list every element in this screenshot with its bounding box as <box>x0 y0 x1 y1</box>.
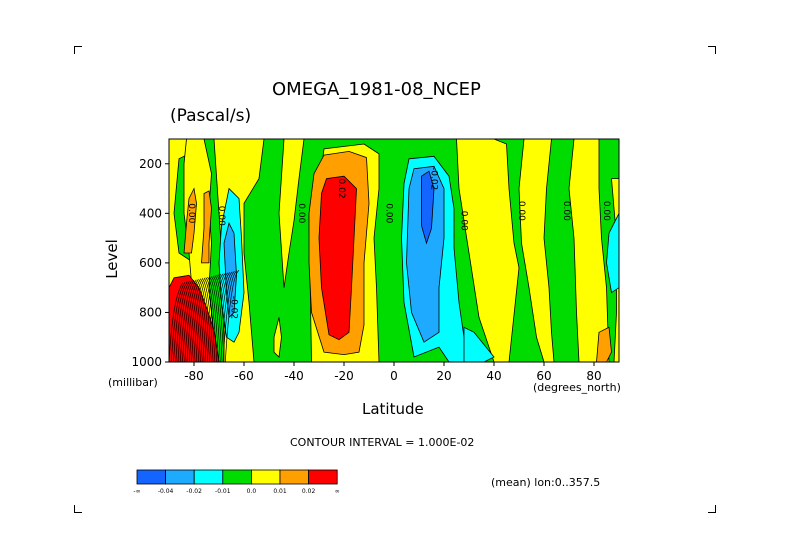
x-tick-label: 0 <box>390 369 398 383</box>
x-tick-label: -20 <box>334 369 354 383</box>
colorbar-label: ∞ <box>335 488 340 495</box>
dense-contour-line <box>209 273 224 362</box>
x-tick-label: 20 <box>436 369 451 383</box>
contour-label: 0.00 <box>601 201 611 221</box>
contour-label: 0.00 <box>384 203 394 223</box>
colorbar-swatch <box>308 469 338 485</box>
colorbar-label: -0.01 <box>215 488 231 495</box>
contour-label: 0.00 <box>216 206 226 226</box>
dense-contour-line <box>184 279 199 362</box>
dense-contour-line <box>191 277 206 362</box>
y-tick-label: 200 <box>139 157 162 171</box>
dense-contour-line <box>179 280 195 362</box>
dense-contour-line <box>200 275 215 362</box>
region-blue-tropics <box>421 170 435 245</box>
field-layer <box>169 139 619 362</box>
x-axis-units: (degrees_north) <box>533 381 621 394</box>
dense-contour-line <box>211 273 226 362</box>
colorbar-label: 0.02 <box>302 488 316 495</box>
x-tick-label: 80 <box>586 369 601 383</box>
contour-label: -0.02 <box>229 296 239 319</box>
region-orange-south-polar-1 <box>183 187 197 254</box>
region-red-south-subtropics <box>318 175 357 341</box>
colorbar-label: -0.02 <box>186 488 202 495</box>
longitude-mean-note: (mean) lon:0..357.5 <box>491 476 601 489</box>
region-cyan-north-30 <box>463 326 495 362</box>
colorbar-swatch <box>222 469 252 485</box>
colorbar-label: 0.0 <box>247 488 257 495</box>
y-tick-label: 400 <box>139 206 162 220</box>
dense-contour-line <box>222 270 238 362</box>
crop-mark-bottom-left <box>74 505 82 513</box>
dense-contour-line <box>215 272 231 362</box>
dense-contour-line <box>224 270 240 362</box>
x-tick-label: -60 <box>234 369 254 383</box>
region-lightblue-tropics <box>406 165 445 343</box>
dense-contour-line <box>195 276 211 362</box>
dense-contour-line <box>186 278 202 362</box>
colorbar-swatch <box>165 469 195 485</box>
colorbar-swatch <box>250 469 281 485</box>
region-orange-south-polar-2 <box>201 190 212 264</box>
region-cyan-north-pole <box>606 213 619 294</box>
y-tick-label: 1000 <box>131 355 162 369</box>
dense-contour-line <box>193 277 208 362</box>
crop-mark-bottom-right <box>708 505 716 513</box>
dense-contour-line <box>218 271 233 362</box>
region-yellow-north-50 <box>518 139 555 362</box>
chart-subtitle: (Pascal/s) <box>170 106 252 126</box>
y-tick-label: 800 <box>139 305 162 319</box>
contour-interval-note: CONTOUR INTERVAL = 1.000E-02 <box>290 436 475 449</box>
crop-mark-top-left <box>74 46 82 54</box>
y-axis-units: (millibar) <box>108 376 158 389</box>
region-orange-north-pole <box>596 326 612 362</box>
colorbar-swatch <box>193 469 224 485</box>
colorbar-swatch <box>136 469 167 485</box>
dense-contour-line <box>202 275 217 362</box>
crop-mark-top-right <box>708 46 716 54</box>
dense-contour-line <box>197 276 213 362</box>
dense-contour-line <box>213 272 229 362</box>
x-tick-label: 40 <box>486 369 501 383</box>
x-tick-label: -40 <box>284 369 304 383</box>
contour-label: 0.00 <box>186 203 196 223</box>
y-tick-label: 600 <box>139 256 162 270</box>
contour-label: 0.00 <box>516 201 526 221</box>
dense-contour-line <box>173 281 188 362</box>
dense-contour-line <box>169 282 184 362</box>
region-yellow-south-40 <box>278 139 305 288</box>
colorbar-swatch <box>279 469 310 485</box>
dense-contour-line <box>177 280 193 362</box>
dense-contour-line <box>204 274 220 362</box>
x-axis-label: Latitude <box>362 400 424 418</box>
dense-contour-line <box>220 271 235 362</box>
region-yellow-north-subtropics <box>456 139 520 362</box>
dense-contour-line <box>175 281 190 362</box>
region-yellow-north-75 <box>568 139 610 362</box>
contour-label: 0.00 <box>459 211 469 231</box>
colorbar-label: -0.04 <box>158 488 174 495</box>
x-tick-label: 60 <box>536 369 551 383</box>
contour-label: 0.00 <box>561 201 571 221</box>
colorbar-label: -∞ <box>133 488 140 495</box>
dense-contour-line <box>206 274 222 362</box>
contour-label: 0.02 <box>336 179 346 199</box>
contour-label: -0.02 <box>429 167 439 190</box>
dense-contour-line <box>182 279 197 362</box>
dense-contour-line <box>188 278 204 362</box>
contour-label: 0.00 <box>296 203 306 223</box>
region-yellow-small-blob <box>273 317 282 358</box>
dense-contour-line <box>170 282 186 362</box>
x-tick-label: -80 <box>184 369 204 383</box>
chart-title: OMEGA_1981-08_NCEP <box>272 79 481 100</box>
colorbar-label: 0.01 <box>273 488 287 495</box>
